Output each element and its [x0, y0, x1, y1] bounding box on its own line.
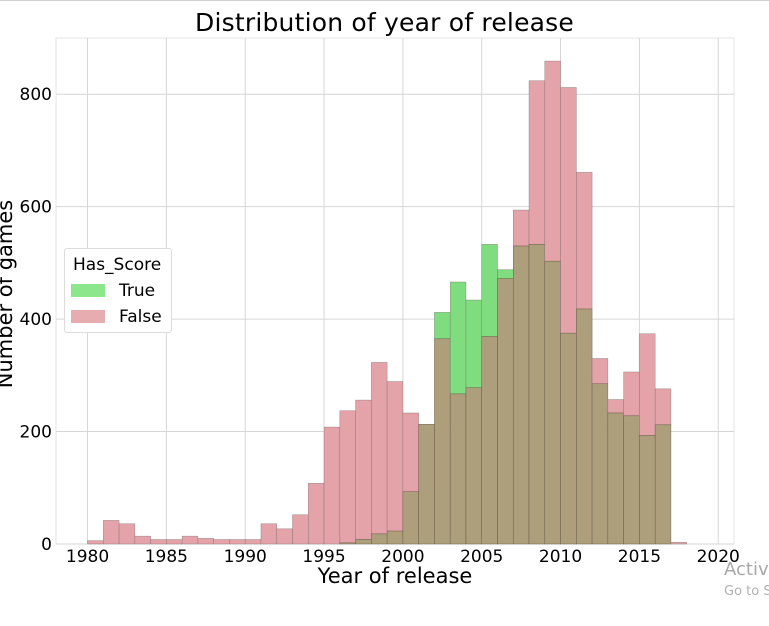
- bar-false: [323, 426, 341, 545]
- bar-overlap: [355, 539, 372, 545]
- x-tick-label: 1980: [66, 547, 109, 567]
- windows-activation-hint: Go to S: [724, 584, 769, 599]
- bar-false: [229, 539, 246, 545]
- bar-overlap: [402, 491, 419, 545]
- x-tick-label: 1990: [224, 547, 267, 567]
- bar-false: [371, 362, 388, 535]
- y-tick-label: 0: [41, 535, 52, 555]
- legend-swatch-true: [71, 284, 105, 297]
- bar-true: [434, 312, 451, 340]
- y-tick-label: 400: [20, 310, 52, 330]
- x-tick-label: 1985: [145, 547, 188, 567]
- bar-false: [670, 542, 687, 545]
- bar-true: [449, 281, 467, 395]
- bar-false: [355, 399, 372, 540]
- y-tick-label: 200: [20, 423, 52, 443]
- bar-false: [513, 209, 530, 247]
- bar-false: [276, 528, 293, 545]
- windows-activation-watermark: Activ: [724, 559, 769, 580]
- bar-overlap: [481, 336, 498, 545]
- bar-overlap: [513, 245, 530, 545]
- bar-false: [576, 172, 593, 310]
- bar-overlap: [497, 278, 514, 545]
- bar-false: [103, 520, 120, 545]
- bar-false: [402, 412, 419, 492]
- bar-overlap: [623, 415, 640, 545]
- x-tick-label: 2005: [460, 547, 503, 567]
- legend: Has_Score True False: [64, 248, 172, 333]
- x-tick-label: 2010: [539, 547, 582, 567]
- bar-overlap: [465, 387, 482, 545]
- x-tick-label: 2015: [618, 547, 661, 567]
- bar-overlap: [449, 393, 467, 545]
- bar-overlap: [418, 423, 435, 545]
- bar-overlap: [560, 332, 577, 545]
- legend-title: Has_Score: [73, 255, 162, 275]
- bar-false: [181, 535, 199, 545]
- bar-false: [244, 539, 262, 545]
- bar-false: [87, 540, 104, 545]
- bar-true: [481, 244, 498, 337]
- legend-swatch-false: [71, 310, 105, 323]
- y-tick-label: 800: [20, 85, 52, 105]
- bar-overlap: [386, 530, 404, 545]
- bar-false: [654, 388, 672, 426]
- x-tick-label: 2020: [697, 547, 740, 567]
- bar-false: [197, 538, 214, 545]
- bar-overlap: [528, 244, 546, 545]
- bar-false: [166, 539, 183, 545]
- bar-false: [339, 410, 356, 544]
- y-tick-label: 600: [20, 198, 52, 218]
- bar-true: [465, 299, 482, 388]
- top-border: [0, 0, 769, 1]
- bar-false: [544, 60, 561, 262]
- bar-false: [386, 381, 404, 532]
- bar-false: [591, 358, 609, 385]
- x-axis-label: Year of release: [317, 564, 473, 588]
- bar-false: [150, 539, 167, 545]
- bar-overlap: [339, 542, 356, 545]
- bar-overlap: [544, 260, 561, 545]
- y-axis-label: Number of games: [0, 199, 17, 389]
- bar-false: [607, 399, 624, 414]
- bar-overlap: [591, 383, 609, 545]
- bar-overlap: [654, 424, 672, 545]
- bar-false: [308, 483, 325, 545]
- bar-overlap: [639, 435, 656, 545]
- x-tick-label: 1995: [302, 547, 345, 567]
- bar-false: [260, 523, 277, 545]
- x-tick-label: 2000: [381, 547, 424, 567]
- bar-false: [560, 87, 577, 334]
- legend-label-false: False: [119, 307, 162, 327]
- bar-overlap: [607, 412, 624, 545]
- bar-overlap: [371, 533, 388, 545]
- chart-title: Distribution of year of release: [195, 8, 574, 37]
- bar-false: [639, 333, 656, 436]
- bar-false: [118, 523, 136, 545]
- bar-true: [497, 269, 514, 279]
- bar-false: [134, 535, 151, 545]
- legend-label-true: True: [119, 281, 156, 301]
- bar-false: [623, 371, 640, 417]
- bar-false: [528, 80, 546, 245]
- bar-overlap: [434, 338, 451, 545]
- bar-false: [213, 539, 230, 545]
- bar-overlap: [576, 308, 593, 545]
- bar-false: [292, 514, 309, 545]
